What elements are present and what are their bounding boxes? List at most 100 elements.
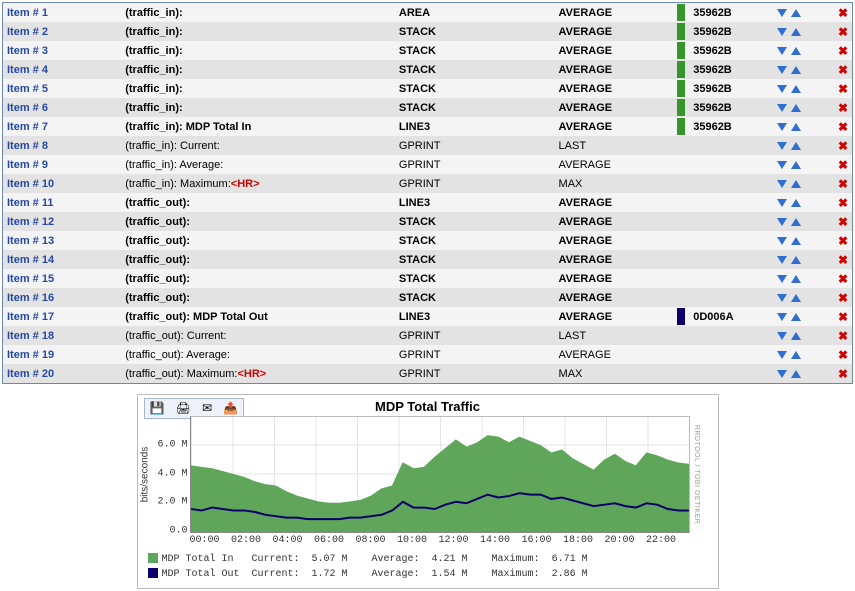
item-link[interactable]: Item # 12 (7, 216, 54, 228)
delete-icon[interactable]: ✖ (838, 158, 848, 172)
color-swatch (673, 212, 689, 231)
color-swatch (673, 3, 689, 23)
move-up-icon[interactable] (791, 237, 801, 245)
color-hex: 0D006A (689, 307, 765, 326)
item-type: STACK (395, 98, 555, 117)
color-hex (689, 193, 765, 212)
move-arrows (773, 174, 820, 193)
move-down-icon[interactable] (777, 142, 787, 150)
item-link[interactable]: Item # 6 (7, 102, 48, 114)
move-up-icon[interactable] (791, 256, 801, 264)
move-down-icon[interactable] (777, 313, 787, 321)
delete-icon[interactable]: ✖ (838, 101, 848, 115)
item-link[interactable]: Item # 2 (7, 26, 48, 38)
item-link[interactable]: Item # 9 (7, 159, 48, 171)
delete-icon[interactable]: ✖ (838, 367, 848, 381)
table-row: Item # 7(traffic_in): MDP Total InLINE3A… (3, 117, 853, 136)
item-name: (traffic_in): Maximum:<HR> (121, 174, 395, 193)
item-link[interactable]: Item # 11 (7, 197, 53, 209)
move-down-icon[interactable] (777, 9, 787, 17)
delete-icon[interactable]: ✖ (838, 63, 848, 77)
move-down-icon[interactable] (777, 370, 787, 378)
move-up-icon[interactable] (791, 275, 801, 283)
item-link[interactable]: Item # 7 (7, 121, 48, 133)
delete-icon[interactable]: ✖ (838, 82, 848, 96)
move-up-icon[interactable] (791, 85, 801, 93)
move-down-icon[interactable] (777, 294, 787, 302)
item-link[interactable]: Item # 3 (7, 45, 48, 57)
table-row: Item # 1(traffic_in):AREAAVERAGE35962B ✖ (3, 3, 853, 23)
delete-icon[interactable]: ✖ (838, 44, 848, 58)
move-down-icon[interactable] (777, 237, 787, 245)
delete-icon[interactable]: ✖ (838, 348, 848, 362)
move-up-icon[interactable] (791, 161, 801, 169)
move-up-icon[interactable] (791, 47, 801, 55)
move-down-icon[interactable] (777, 47, 787, 55)
move-up-icon[interactable] (791, 9, 801, 17)
color-hex (689, 269, 765, 288)
item-link[interactable]: Item # 15 (7, 273, 54, 285)
rrdgraph-panel: 💾 🖨 ✉ 📤 MDP Total Traffic bits/seconds 0… (137, 394, 719, 589)
item-link[interactable]: Item # 10 (7, 178, 54, 190)
move-up-icon[interactable] (791, 104, 801, 112)
delete-icon[interactable]: ✖ (838, 177, 848, 191)
move-up-icon[interactable] (791, 28, 801, 36)
move-down-icon[interactable] (777, 28, 787, 36)
item-link[interactable]: Item # 1 (7, 7, 48, 19)
delete-icon[interactable]: ✖ (838, 139, 848, 153)
delete-icon[interactable]: ✖ (838, 196, 848, 210)
delete-icon[interactable]: ✖ (838, 234, 848, 248)
mail-icon[interactable]: ✉ (202, 402, 212, 416)
move-up-icon[interactable] (791, 218, 801, 226)
move-down-icon[interactable] (777, 180, 787, 188)
item-name: (traffic_out): (121, 288, 395, 307)
move-up-icon[interactable] (791, 123, 801, 131)
delete-icon[interactable]: ✖ (838, 329, 848, 343)
print-icon[interactable]: 🖨 (176, 402, 191, 416)
move-down-icon[interactable] (777, 161, 787, 169)
item-link[interactable]: Item # 14 (7, 254, 54, 266)
y-ticks: 0.02.0 M4.0 M6.0 M (152, 416, 190, 531)
move-up-icon[interactable] (791, 351, 801, 359)
move-up-icon[interactable] (791, 142, 801, 150)
move-up-icon[interactable] (791, 199, 801, 207)
move-down-icon[interactable] (777, 199, 787, 207)
delete-icon[interactable]: ✖ (838, 291, 848, 305)
move-down-icon[interactable] (777, 275, 787, 283)
export-icon[interactable]: 📤 (223, 402, 238, 416)
delete-icon[interactable]: ✖ (838, 25, 848, 39)
item-link[interactable]: Item # 20 (7, 368, 54, 380)
move-up-icon[interactable] (791, 370, 801, 378)
item-link[interactable]: Item # 4 (7, 64, 48, 76)
move-up-icon[interactable] (791, 332, 801, 340)
move-down-icon[interactable] (777, 218, 787, 226)
move-up-icon[interactable] (791, 66, 801, 74)
item-link[interactable]: Item # 18 (7, 330, 54, 342)
delete-icon[interactable]: ✖ (838, 253, 848, 267)
delete-icon[interactable]: ✖ (838, 6, 848, 20)
delete-icon[interactable]: ✖ (838, 120, 848, 134)
move-down-icon[interactable] (777, 66, 787, 74)
move-down-icon[interactable] (777, 332, 787, 340)
item-link[interactable]: Item # 13 (7, 235, 54, 247)
delete-icon[interactable]: ✖ (838, 215, 848, 229)
move-down-icon[interactable] (777, 85, 787, 93)
delete-icon[interactable]: ✖ (838, 310, 848, 324)
move-arrows (773, 117, 820, 136)
move-up-icon[interactable] (791, 294, 801, 302)
item-link[interactable]: Item # 17 (7, 311, 54, 323)
item-type: STACK (395, 22, 555, 41)
move-down-icon[interactable] (777, 256, 787, 264)
item-link[interactable]: Item # 5 (7, 83, 48, 95)
move-down-icon[interactable] (777, 104, 787, 112)
item-link[interactable]: Item # 19 (7, 349, 54, 361)
item-link[interactable]: Item # 16 (7, 292, 54, 304)
move-up-icon[interactable] (791, 313, 801, 321)
move-down-icon[interactable] (777, 351, 787, 359)
move-arrows (773, 288, 820, 307)
item-link[interactable]: Item # 8 (7, 140, 48, 152)
move-down-icon[interactable] (777, 123, 787, 131)
delete-icon[interactable]: ✖ (838, 272, 848, 286)
move-up-icon[interactable] (791, 180, 801, 188)
save-icon[interactable]: 💾 (150, 402, 165, 416)
